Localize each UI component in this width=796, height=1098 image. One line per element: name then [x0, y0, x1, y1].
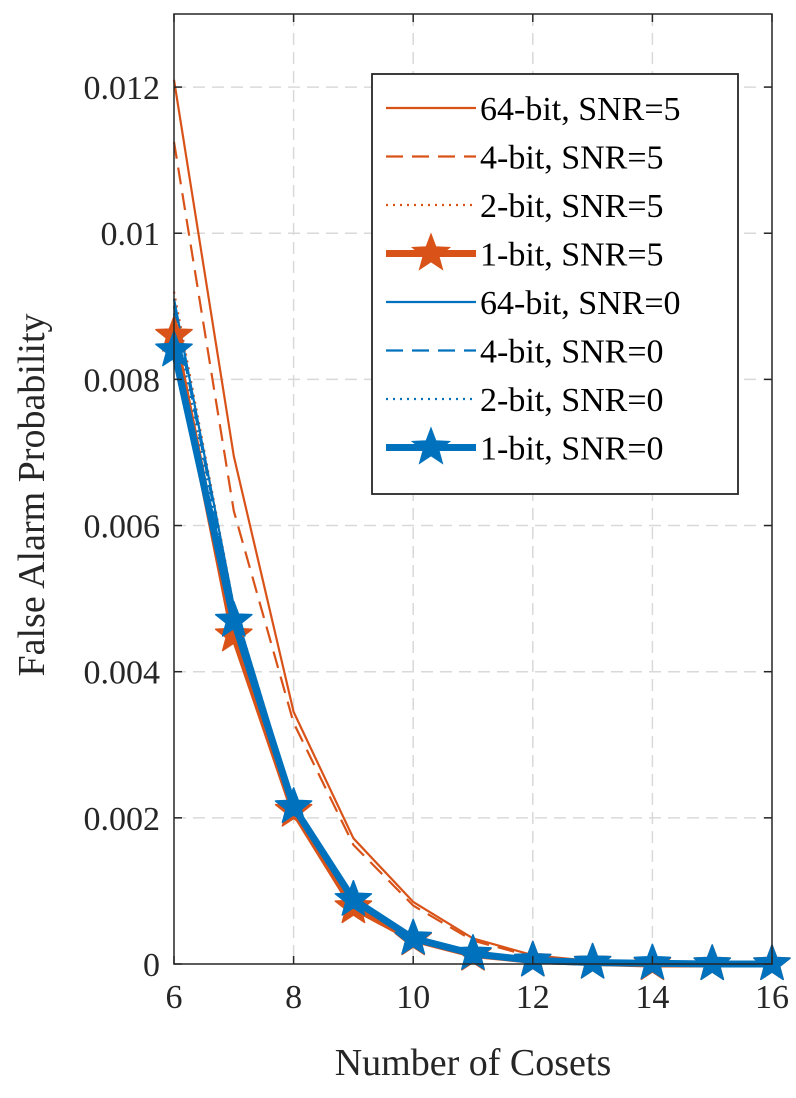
legend-marker-8	[410, 426, 452, 465]
x-tick-label: 10	[396, 979, 430, 1016]
y-tick-label: 0.01	[101, 216, 161, 253]
y-tick-label: 0.002	[84, 801, 161, 838]
series-point-8	[693, 944, 732, 981]
series-point-8	[394, 918, 433, 955]
legend-label-4: 1-bit, SNR=5	[480, 237, 664, 274]
legend-label-3: 2-bit, SNR=5	[480, 188, 664, 225]
y-tick-label: 0.012	[84, 70, 161, 107]
legend-label-8: 1-bit, SNR=0	[480, 431, 664, 468]
legend-box	[371, 73, 739, 495]
series-point-8	[454, 934, 492, 970]
legend-label-2: 4-bit, SNR=5	[480, 140, 664, 177]
x-tick-label: 8	[285, 979, 302, 1016]
y-tick-label: 0.008	[84, 362, 161, 399]
y-tick-label: 0	[143, 947, 160, 984]
legend-label-7: 2-bit, SNR=0	[480, 382, 664, 419]
series-point-4	[214, 615, 253, 652]
legend-label-1: 64-bit, SNR=5	[480, 91, 681, 128]
legend-label-6: 4-bit, SNR=0	[480, 334, 664, 371]
y-tick-label: 0.004	[84, 655, 161, 692]
plot-frame	[173, 13, 773, 965]
ticks: 6 8 10 12 14 16 0 0.002 0.004 0.006 0.008 0.01 0.012	[84, 14, 789, 1016]
series-point-8	[274, 787, 313, 824]
x-tick-label: 6	[166, 979, 183, 1016]
legend: 64-bit, SNR=5 4-bit, SNR=5 2-bit, SNR=5 1-b…	[371, 73, 739, 495]
series-point-8	[334, 879, 373, 916]
series-point-8	[573, 942, 612, 979]
x-tick-label: 14	[635, 979, 669, 1016]
series-point-8	[214, 600, 253, 637]
legend-marker-4	[410, 232, 452, 271]
legend-label-5: 64-bit, SNR=0	[480, 285, 681, 322]
y-axis-label: False Alarm Probability	[11, 313, 53, 676]
y-tick-label: 0.006	[84, 509, 161, 546]
x-axis-label: Number of Cosets	[335, 1042, 612, 1084]
x-tick-label: 12	[516, 979, 550, 1016]
x-tick-label: 16	[755, 979, 789, 1016]
